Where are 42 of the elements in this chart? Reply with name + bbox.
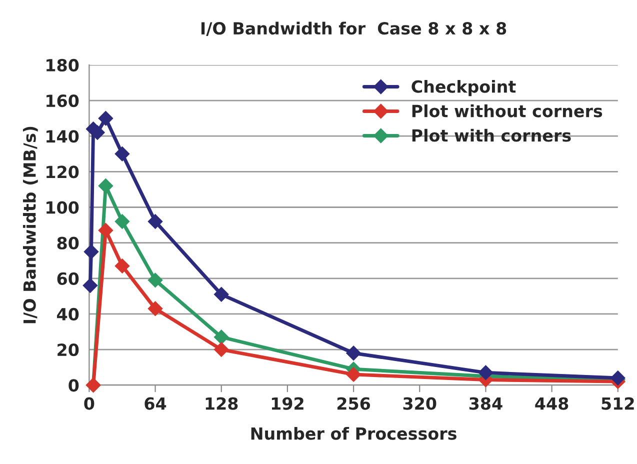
chart-title: I/O Bandwidth for Case 8 x 8 x 8 bbox=[201, 22, 506, 36]
point bbox=[148, 301, 163, 316]
y-tick-label: 40 bbox=[57, 308, 79, 321]
x-tick-label: 320 bbox=[403, 397, 436, 410]
point bbox=[114, 146, 130, 162]
x-tick-label: 64 bbox=[144, 397, 166, 410]
point bbox=[98, 222, 114, 238]
point bbox=[114, 258, 130, 274]
y-tick-label: 80 bbox=[57, 236, 79, 250]
y-tick-label: 0 bbox=[68, 379, 79, 392]
y-tick-label: 20 bbox=[58, 344, 79, 356]
y-tick-label: 140 bbox=[46, 130, 79, 143]
point bbox=[82, 278, 98, 293]
point bbox=[214, 287, 229, 302]
point bbox=[84, 244, 99, 260]
x-tick-label: 0 bbox=[84, 397, 94, 410]
point bbox=[214, 330, 229, 344]
x-tick-label: 256 bbox=[337, 397, 370, 410]
point bbox=[346, 367, 361, 382]
legend-label: Checkpoint bbox=[412, 80, 516, 96]
y-axis-title: I/O Bandwidtb (MB/s) bbox=[22, 126, 38, 324]
point bbox=[114, 214, 130, 229]
y-tick-label: 60 bbox=[57, 272, 79, 285]
x-tick-label: 384 bbox=[469, 397, 502, 410]
x-tick-label: 448 bbox=[535, 397, 568, 410]
point bbox=[478, 365, 494, 380]
point bbox=[98, 178, 114, 194]
y-tick-label: 100 bbox=[46, 201, 79, 214]
x-axis-title: Number of Processors bbox=[251, 426, 456, 440]
point bbox=[214, 342, 229, 357]
point bbox=[148, 272, 163, 288]
legend-label: Plot with corners bbox=[412, 128, 571, 142]
x-tick-label: 512 bbox=[602, 397, 634, 410]
x-tick-label: 128 bbox=[206, 397, 238, 410]
point bbox=[98, 110, 114, 126]
legend-label: Plot without corners bbox=[412, 104, 602, 118]
y-tick-label: 120 bbox=[46, 166, 79, 178]
y-tick-label: 160 bbox=[46, 94, 79, 108]
x-tick-label: 192 bbox=[272, 397, 304, 410]
y-tick-label: 180 bbox=[46, 58, 79, 72]
point bbox=[148, 214, 163, 229]
point bbox=[346, 346, 361, 360]
